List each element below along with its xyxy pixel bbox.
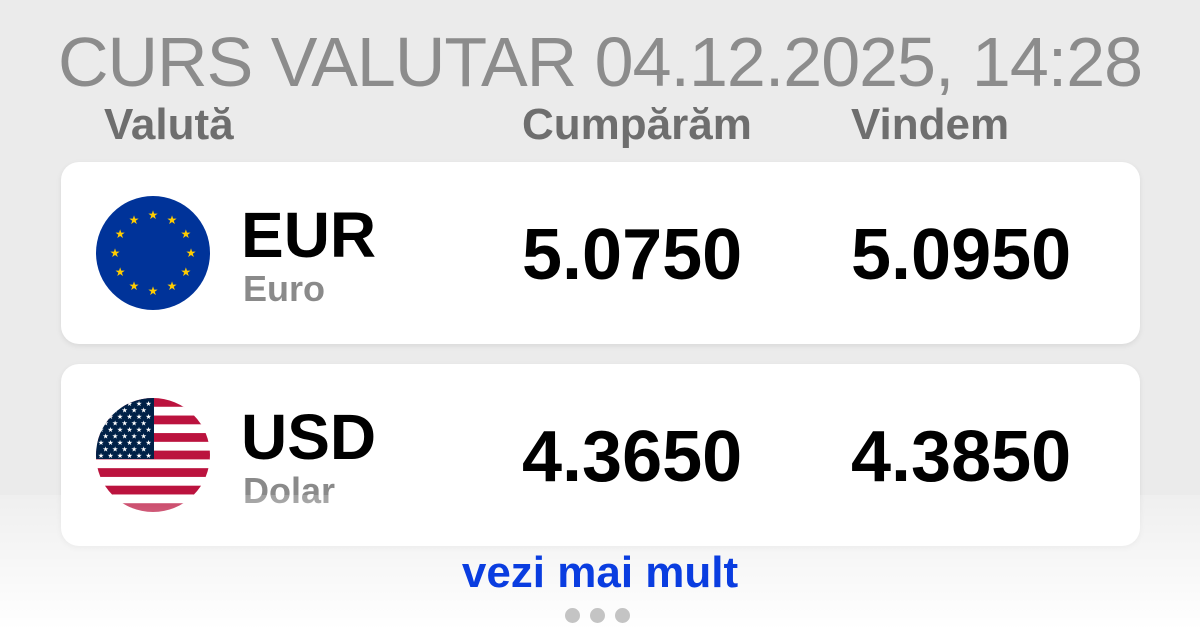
svg-text:★: ★ <box>112 446 118 454</box>
star-icon: ★ <box>129 213 140 227</box>
pagination-dots[interactable] <box>565 608 630 623</box>
svg-text:★: ★ <box>98 452 104 460</box>
svg-text:★: ★ <box>126 400 132 408</box>
svg-text:★: ★ <box>107 452 113 460</box>
svg-text:★: ★ <box>107 413 113 421</box>
svg-text:★: ★ <box>136 413 142 421</box>
star-icon: ★ <box>115 227 126 241</box>
page-dot[interactable] <box>565 608 580 623</box>
page-dot[interactable] <box>590 608 605 623</box>
svg-text:★: ★ <box>141 407 147 415</box>
star-icon: ★ <box>148 284 159 298</box>
star-icon: ★ <box>115 265 126 279</box>
page-title: CURS VALUTAR 04.12.2025, 14:28 <box>57 23 1143 101</box>
star-icon: ★ <box>110 246 121 260</box>
svg-text:★: ★ <box>122 433 128 441</box>
svg-text:★: ★ <box>136 426 142 434</box>
svg-text:★: ★ <box>117 426 123 434</box>
star-icon: ★ <box>181 265 192 279</box>
us-flag-icon: ★ ★ ★ ★ ★ ★ ★ ★ ★ ★ ★ ★ ★ ★ ★ ★ ★ ★ ★ ★ ★ ★ ★ ★ ★ ★ ★ ★ ★ ★ ★ ★ ★ ★ ★ ★ ★ ★ ★ ★… <box>96 398 210 512</box>
svg-text:★: ★ <box>145 426 151 434</box>
svg-text:★: ★ <box>112 407 118 415</box>
rate-row-eur: ★ ★ ★ ★ ★ ★ ★ ★ ★ ★ ★ ★ EUR Euro 5.0750 5.0950 <box>61 162 1140 344</box>
svg-text:★: ★ <box>131 420 137 428</box>
svg-text:★: ★ <box>98 413 104 421</box>
svg-text:★: ★ <box>145 413 151 421</box>
svg-text:★: ★ <box>122 407 128 415</box>
currency-code: USD <box>241 401 377 473</box>
star-icon: ★ <box>167 279 178 293</box>
svg-text:★: ★ <box>122 446 128 454</box>
sell-rate: 5.0950 <box>851 215 1072 295</box>
svg-text:★: ★ <box>98 400 104 408</box>
svg-text:★: ★ <box>145 439 151 447</box>
svg-text:★: ★ <box>107 400 113 408</box>
see-more-link[interactable]: vezi mai mult <box>461 548 739 597</box>
star-icon: ★ <box>181 227 192 241</box>
svg-text:★: ★ <box>126 439 132 447</box>
svg-text:★: ★ <box>117 439 123 447</box>
header-buy: Cumpărăm <box>522 100 752 149</box>
svg-text:★: ★ <box>103 446 109 454</box>
star-icon: ★ <box>148 208 159 222</box>
svg-text:★: ★ <box>103 433 109 441</box>
svg-text:★: ★ <box>122 420 128 428</box>
svg-text:★: ★ <box>136 439 142 447</box>
svg-text:★: ★ <box>112 433 118 441</box>
svg-text:★: ★ <box>145 452 151 460</box>
svg-text:★: ★ <box>112 420 118 428</box>
svg-text:★: ★ <box>131 407 137 415</box>
sell-rate: 4.3850 <box>851 417 1072 497</box>
svg-text:★: ★ <box>117 452 123 460</box>
header-currency: Valută <box>104 100 234 149</box>
svg-text:★: ★ <box>107 426 113 434</box>
svg-text:★: ★ <box>145 400 151 408</box>
buy-rate: 4.3650 <box>522 417 743 497</box>
svg-text:★: ★ <box>103 407 109 415</box>
star-icon: ★ <box>129 279 140 293</box>
svg-text:★: ★ <box>98 439 104 447</box>
currency-name: Euro <box>243 268 326 309</box>
svg-text:★: ★ <box>117 413 123 421</box>
svg-text:★: ★ <box>103 420 109 428</box>
page-dot[interactable] <box>615 608 630 623</box>
currency-name: Dolar <box>243 470 336 511</box>
svg-text:★: ★ <box>98 426 104 434</box>
svg-text:★: ★ <box>126 413 132 421</box>
svg-text:★: ★ <box>107 439 113 447</box>
svg-text:★: ★ <box>131 446 137 454</box>
buy-rate: 5.0750 <box>522 215 743 295</box>
rate-row-usd: ★ ★ ★ ★ ★ ★ ★ ★ ★ ★ ★ ★ ★ ★ ★ ★ ★ ★ ★ ★ ★ ★ ★ ★ ★ ★ ★ ★ ★ ★ ★ ★ ★ ★ ★ ★ ★ ★ ★ ★… <box>61 364 1140 546</box>
svg-text:★: ★ <box>141 446 147 454</box>
svg-text:★: ★ <box>131 433 137 441</box>
header-sell: Vindem <box>851 100 1010 149</box>
star-icon: ★ <box>186 246 197 260</box>
svg-text:★: ★ <box>126 452 132 460</box>
currency-code: EUR <box>241 199 377 271</box>
star-icon: ★ <box>167 213 178 227</box>
svg-text:★: ★ <box>126 426 132 434</box>
svg-text:★: ★ <box>141 420 147 428</box>
eu-flag-icon: ★ ★ ★ ★ ★ ★ ★ ★ ★ ★ ★ ★ <box>96 196 210 310</box>
svg-text:★: ★ <box>136 452 142 460</box>
svg-text:★: ★ <box>136 400 142 408</box>
svg-text:★: ★ <box>141 433 147 441</box>
